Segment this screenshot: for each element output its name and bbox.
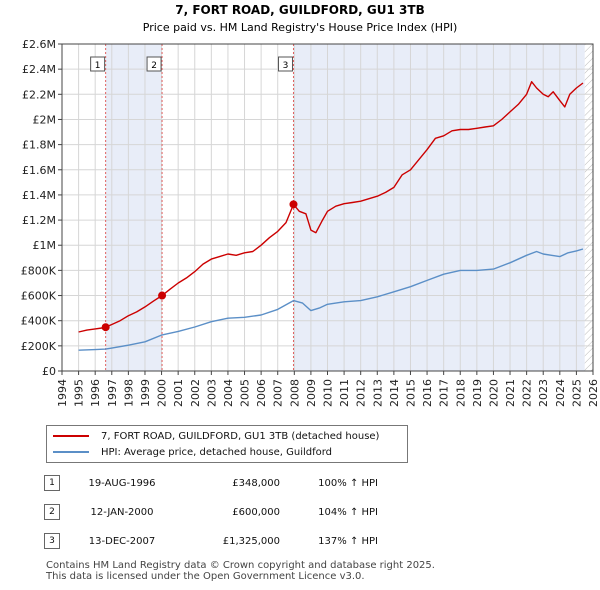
x-tick-label: 1996 <box>89 379 102 407</box>
sale-point <box>101 323 110 332</box>
x-tick-label: 2015 <box>404 379 417 407</box>
y-tick-label: £0 <box>42 365 56 378</box>
legend-label-hpi: HPI: Average price, detached house, Guil… <box>101 446 333 458</box>
y-tick-label: £1.6M <box>22 164 56 177</box>
x-tick-label: 2013 <box>371 379 384 407</box>
x-tick-label: 2020 <box>487 379 500 407</box>
x-tick-label: 2017 <box>438 379 451 407</box>
x-tick-label: 2018 <box>454 379 467 407</box>
x-tick-label: 2002 <box>189 379 202 407</box>
sale-number-label: 2 <box>151 61 157 71</box>
x-tick-label: 2012 <box>355 379 368 407</box>
y-tick-label: £2M <box>33 113 57 126</box>
price-chart: 7, FORT ROAD, GUILDFORD, GU1 3TB Price p… <box>21 3 600 407</box>
x-tick-label: 1998 <box>122 379 135 407</box>
y-tick-label: £1.8M <box>22 139 56 152</box>
x-tick-label: 2025 <box>570 379 583 407</box>
x-tick-label: 2021 <box>504 379 517 407</box>
sale-date: 13-DEC-2007 <box>88 535 156 547</box>
ownership-shade <box>105 44 163 371</box>
y-tick-label: £1M <box>33 239 57 252</box>
forecast-hatch <box>584 44 593 371</box>
sale-number-box <box>277 56 293 72</box>
sale-price: £600,000 <box>232 506 280 518</box>
y-tick-label: £2.2M <box>22 88 56 101</box>
x-tick-label: 2014 <box>388 379 401 407</box>
x-tick-label: 2022 <box>521 379 534 407</box>
x-tick-label: 2001 <box>172 379 185 407</box>
sale-hpi: 100% ↑ HPI <box>318 477 378 489</box>
x-tick-label: 2016 <box>421 379 434 407</box>
x-tick-label: 2003 <box>205 379 218 407</box>
sale-badge: 2 <box>44 504 60 520</box>
legend-swatch-property <box>53 435 89 437</box>
x-tick-label: 2008 <box>288 379 301 407</box>
legend-swatch-hpi <box>53 451 89 453</box>
y-tick-label: £2.4M <box>22 63 56 76</box>
legend-item-property: 7, FORT ROAD, GUILDFORD, GU1 3TB (detach… <box>53 429 379 443</box>
x-tick-label: 2000 <box>156 379 169 407</box>
footer-line-1: Contains HM Land Registry data © Crown c… <box>46 560 435 571</box>
x-tick-label: 2023 <box>537 379 550 407</box>
sales-row: 2 12-JAN-2000 £600,000 104% ↑ HPI <box>44 503 378 521</box>
hpi-line <box>78 248 584 351</box>
sale-point <box>289 200 298 209</box>
x-tick-label: 2009 <box>305 379 318 407</box>
sale-price: £1,325,000 <box>222 535 280 547</box>
y-tick-label: £2.6M <box>22 38 56 51</box>
x-tick-label: 2004 <box>222 379 235 407</box>
sale-date: 12-JAN-2000 <box>90 506 154 518</box>
sales-row: 1 19-AUG-1996 £348,000 100% ↑ HPI <box>44 474 378 492</box>
x-tick-label: 1999 <box>139 379 152 407</box>
sale-number-label: 3 <box>283 61 289 71</box>
sale-point <box>158 291 167 300</box>
sale-badge: 3 <box>44 533 60 549</box>
sale-hpi: 104% ↑ HPI <box>318 506 378 518</box>
y-tick-label: £1.2M <box>22 214 56 227</box>
y-tick-label: £600K <box>21 290 57 303</box>
sale-price: £348,000 <box>232 477 280 489</box>
chart-title: 7, FORT ROAD, GUILDFORD, GU1 3TB <box>175 3 424 17</box>
footer-attribution: Contains HM Land Registry data © Crown c… <box>46 560 435 582</box>
chart-subtitle: Price paid vs. HM Land Registry's House … <box>143 21 458 34</box>
x-tick-label: 2006 <box>255 379 268 407</box>
legend-item-hpi: HPI: Average price, detached house, Guil… <box>53 445 332 459</box>
x-tick-label: 1994 <box>56 379 69 407</box>
x-tick-label: 2011 <box>338 379 351 407</box>
sale-number-box <box>90 56 106 72</box>
sales-table: 1 19-AUG-1996 £348,000 100% ↑ HPI 2 12-J… <box>44 474 378 550</box>
x-tick-label: 2005 <box>239 379 252 407</box>
sale-date: 19-AUG-1996 <box>88 477 156 489</box>
x-tick-label: 1997 <box>106 379 119 407</box>
x-tick-label: 2024 <box>554 379 567 407</box>
x-tick-label: 2026 <box>587 379 600 407</box>
x-tick-label: 2007 <box>272 379 285 407</box>
y-tick-label: £200K <box>21 340 57 353</box>
sale-badge: 1 <box>44 475 60 491</box>
ownership-shade <box>293 44 585 371</box>
sale-number-label: 1 <box>95 61 101 71</box>
y-tick-label: £400K <box>21 315 57 328</box>
y-tick-label: £800K <box>21 264 57 277</box>
x-tick-label: 2010 <box>322 379 335 407</box>
y-tick-label: £1.4M <box>22 189 56 202</box>
chart-legend: 7, FORT ROAD, GUILDFORD, GU1 3TB (detach… <box>46 425 408 463</box>
footer-line-2: This data is licensed under the Open Gov… <box>46 571 365 582</box>
sale-hpi: 137% ↑ HPI <box>318 535 378 547</box>
legend-label-property: 7, FORT ROAD, GUILDFORD, GU1 3TB (detach… <box>101 430 380 442</box>
x-tick-label: 2019 <box>471 379 484 407</box>
x-tick-label: 1995 <box>73 379 86 407</box>
sale-number-box <box>146 56 162 72</box>
sales-row: 3 13-DEC-2007 £1,325,000 137% ↑ HPI <box>44 532 378 550</box>
